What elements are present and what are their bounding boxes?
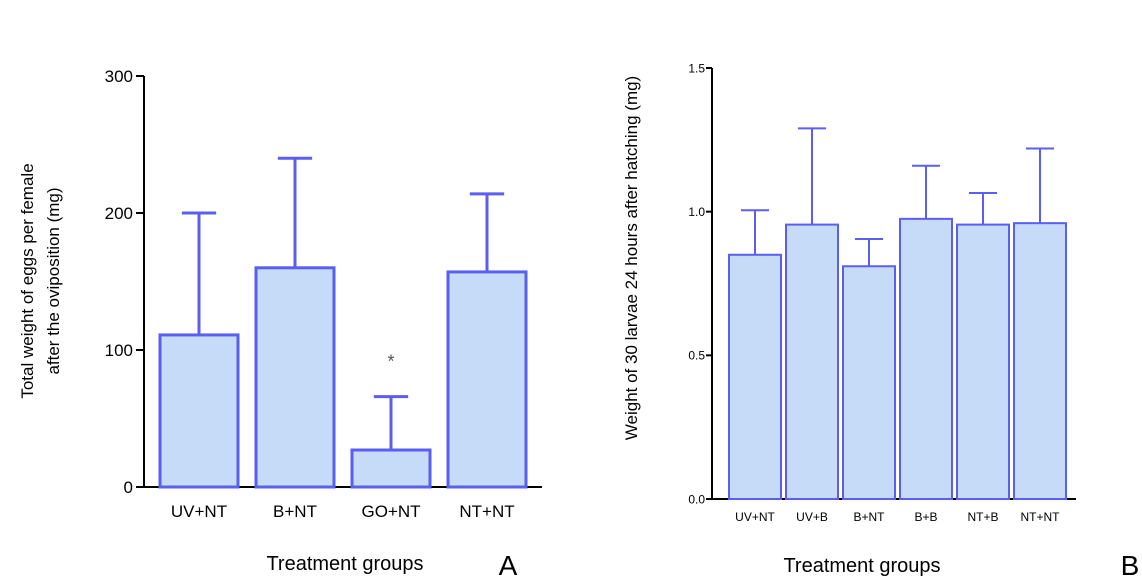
- significance-marker: *: [387, 352, 394, 372]
- bar: [956, 223, 1010, 500]
- x-axis-title: Treatment groups: [266, 553, 423, 575]
- x-category-label: B+B: [914, 510, 937, 524]
- y-tick-label: 100: [105, 341, 133, 360]
- x-category-label: NT+B: [967, 510, 998, 524]
- bar: [785, 223, 839, 500]
- x-category-label: UV+NT: [735, 510, 775, 524]
- x-category-label: UV+B: [796, 510, 828, 524]
- x-axis-title: Treatment groups: [783, 555, 940, 577]
- panel-b: 0.0 0.5 1.0 1.5 UV+NT UV+B B+NT B+B NT+B NT+NT Tre…: [622, 61, 1139, 578]
- x-category-label: GO+NT: [361, 502, 420, 521]
- y-tick-label: 1.0: [688, 205, 705, 219]
- bar: [446, 270, 528, 489]
- x-category-label: NT+NT: [459, 502, 514, 521]
- panel-label: B: [1121, 550, 1140, 578]
- bar: [1013, 222, 1067, 500]
- bar: [728, 253, 782, 500]
- y-axis-title: Total weight of eggs per female: [18, 163, 37, 398]
- y-tick-label: 200: [105, 204, 133, 223]
- y-axis-title: after the oviposition (mg): [44, 187, 63, 374]
- x-category-label: NT+NT: [1021, 510, 1061, 524]
- y-tick-label: 300: [105, 67, 133, 86]
- x-category-label: B+NT: [853, 510, 885, 524]
- bar: [254, 266, 336, 489]
- y-axis-title: Weight of 30 larvae 24 hours after hatch…: [622, 76, 641, 440]
- x-category-label: UV+NT: [171, 502, 227, 521]
- bar: [158, 333, 240, 489]
- y-tick-label: 0.5: [688, 349, 705, 363]
- bar: [842, 265, 896, 501]
- y-tick-label: 1.5: [688, 61, 705, 75]
- y-tick-label: 0: [124, 478, 133, 497]
- y-tick-label: 0.0: [688, 492, 705, 506]
- bar: [350, 448, 432, 489]
- panel-label: A: [499, 550, 518, 578]
- panel-a: 0 100 200 300 UV+NT B+NT GO+NT NT+NT * Treatment …: [18, 67, 542, 578]
- bar: [899, 217, 953, 500]
- x-category-label: B+NT: [273, 502, 317, 521]
